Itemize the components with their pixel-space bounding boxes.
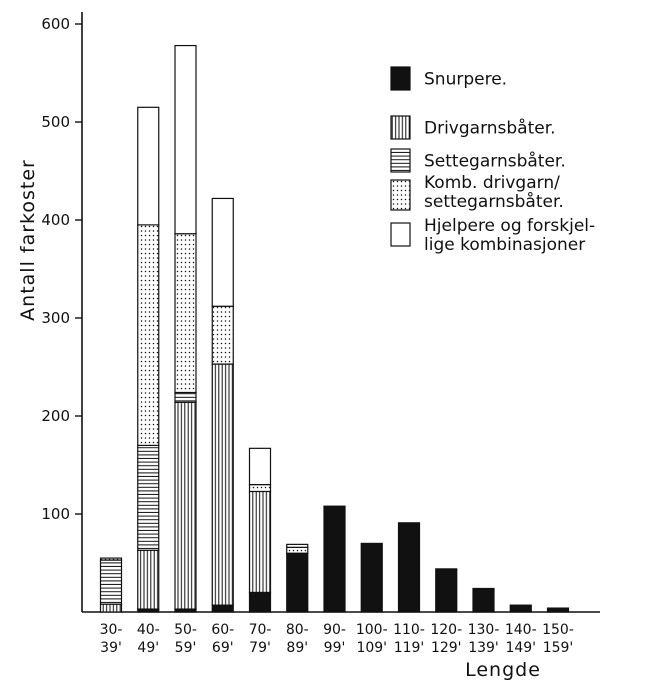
bar-segment <box>174 44 197 235</box>
bar-segment <box>174 233 197 394</box>
x-tick-label-bottom: 49' <box>137 640 159 656</box>
bar-segment <box>211 197 234 307</box>
bar-segment <box>248 447 272 486</box>
legend-label: Snurpere. <box>424 70 507 90</box>
legend-label: settegarnsbåter. <box>424 191 564 212</box>
y-ticks: 100 200 300 400 500 600 <box>41 15 82 523</box>
legend-label: Hjelpere og forskjel- <box>424 216 595 236</box>
x-tick-label-top: 70- <box>249 622 272 638</box>
x-tick-label-bottom: 129' <box>431 640 462 656</box>
x-tick-label-bottom: 79' <box>249 640 271 656</box>
x-tick-label-top: 40- <box>137 622 160 638</box>
x-tick-label-bottom: 59' <box>175 640 197 656</box>
y-tick-label: 500 <box>41 113 70 131</box>
bar-segment <box>286 543 309 548</box>
y-axis-title: Antall farkoster <box>17 159 39 321</box>
x-tick-label-bottom: 99' <box>324 640 346 656</box>
legend-label: Komb. drivgarn/ <box>424 173 560 193</box>
x-tick-label-top: 80- <box>286 622 309 638</box>
x-tick-label-top: 50- <box>174 622 197 638</box>
bars <box>99 44 570 613</box>
x-tick-label-top: 60- <box>211 622 234 638</box>
legend-swatch <box>390 115 411 140</box>
bar-segment <box>472 587 495 613</box>
legend-swatch <box>390 148 411 173</box>
bar-segment <box>137 224 160 446</box>
bar-segment <box>509 604 532 613</box>
x-tick-label-top: 30- <box>100 622 123 638</box>
legend-label: Drivgarnsbåter. <box>424 118 556 139</box>
bar-segment <box>546 607 570 613</box>
bar-segment <box>211 363 234 606</box>
x-tick-label-bottom: 159' <box>543 640 574 656</box>
bar-segment <box>397 522 421 613</box>
x-tick-labels: 30- 39' 40- 49' 50- 59' 60- 69' 70- 79' 80- 89' 90- 9… <box>100 622 574 656</box>
x-tick-label-bottom: 89' <box>286 640 308 656</box>
x-tick-label-bottom: 39' <box>100 640 122 656</box>
x-axis-title: Lengde <box>465 659 541 681</box>
legend-swatch <box>390 179 411 211</box>
bar-segment <box>248 484 272 493</box>
legend-swatch <box>390 66 411 91</box>
x-tick-label-bottom: 69' <box>212 640 234 656</box>
x-tick-label-bottom: 149' <box>505 640 536 656</box>
bar-segment <box>99 559 123 605</box>
y-tick-label: 300 <box>41 309 70 327</box>
bar-segment <box>248 490 272 593</box>
x-tick-label-top: 150- <box>542 622 574 638</box>
x-tick-label-top: 120- <box>430 622 462 638</box>
x-tick-label-top: 130- <box>468 622 500 638</box>
bar-segment <box>248 591 272 613</box>
bar-segment <box>323 505 346 613</box>
bar-segment <box>211 305 234 365</box>
x-tick-label-top: 110- <box>393 622 425 638</box>
y-tick-label: 100 <box>41 505 70 523</box>
x-tick-label-top: 140- <box>505 622 537 638</box>
bar-segment <box>137 549 160 610</box>
x-tick-label-bottom: 139' <box>468 640 499 656</box>
legend-label: lige kombinasjoner <box>424 235 585 255</box>
x-tick-label-bottom: 119' <box>394 640 425 656</box>
y-tick-label: 200 <box>41 407 70 425</box>
bar-segment <box>286 552 309 613</box>
bar-segment <box>435 568 458 613</box>
x-tick-label-top: 90- <box>323 622 346 638</box>
bar-segment <box>137 444 160 551</box>
bar-segment <box>137 106 160 226</box>
legend-swatch <box>390 222 411 247</box>
bar-segment <box>286 546 309 554</box>
y-tick-label: 600 <box>41 15 70 33</box>
bar-segment <box>174 391 197 403</box>
bar-segment <box>360 542 383 613</box>
legend: Snurpere. Drivgarnsbåter. Settegarnsbåter.… <box>390 66 595 255</box>
x-tick-label-bottom: 109' <box>356 640 387 656</box>
bar-segment <box>211 604 234 613</box>
bar-segment <box>99 603 123 613</box>
bar-segment <box>99 557 123 561</box>
bar-segment <box>174 401 197 610</box>
legend-label: Settegarnsbåter. <box>424 151 566 172</box>
y-tick-label: 400 <box>41 211 70 229</box>
x-tick-label-top: 100- <box>356 622 388 638</box>
